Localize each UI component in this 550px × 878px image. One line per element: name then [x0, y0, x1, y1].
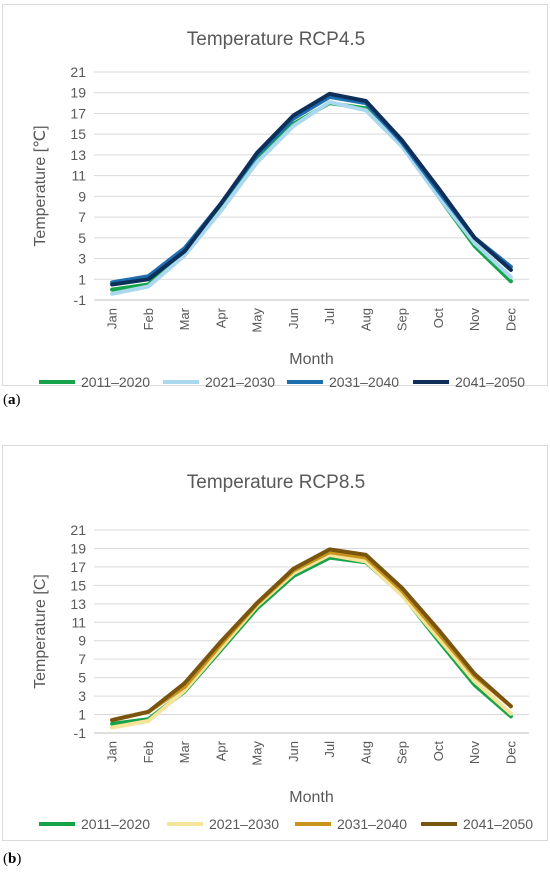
- chart-a-y-tick-label: 19: [70, 85, 86, 101]
- chart-panel-a: Temperature RCP4.5 -1 1 3 5 7 9 11 13 15 17 19 21 Jan…: [2, 4, 548, 387]
- chart-b-x-tick-label: Mar: [177, 740, 192, 763]
- chart-panel-b: Temperature RCP8.5 -1 1 3 5 7 9 11 13 15 17 19 21 Jan…: [2, 445, 548, 841]
- chart-a-y-tick-label: 17: [70, 105, 86, 121]
- chart-a-y-tick-label: 5: [78, 230, 86, 246]
- chart-a-y-tick-label: 7: [78, 209, 86, 225]
- chart-b-x-tick-label: Apr: [213, 740, 228, 761]
- chart-a-y-tick-label: 3: [78, 251, 86, 267]
- chart-a-y-tick-label: 13: [70, 147, 86, 163]
- chart-a-x-tick-label: Mar: [177, 307, 192, 330]
- chart-a-x-tick-label: May: [250, 308, 265, 333]
- chart-b-legend-label-4: 2041–2050: [463, 816, 533, 832]
- chart-b-series-line-4: [110, 547, 513, 723]
- chart-a-x-tick-label: Feb: [141, 308, 156, 330]
- chart-b-y-tick-label: -1: [74, 725, 87, 741]
- chart-a-x-axis-title: Month: [289, 351, 333, 368]
- chart-a-x-tick-label: Jan: [105, 308, 120, 329]
- chart-b-y-tick-label: 19: [70, 540, 86, 556]
- chart-a-x-tick-label: Sep: [395, 308, 410, 331]
- chart-b-x-tick-label: Feb: [141, 741, 156, 763]
- chart-b-y-tick-label: 7: [78, 651, 86, 667]
- chart-b-y-axis-title: Temperature [C]: [32, 574, 49, 689]
- panel-label-b: (b): [3, 851, 22, 867]
- chart-a-y-tick-label: -1: [74, 292, 87, 308]
- chart-b-svg: Temperature RCP8.5-113579111315171921Jan…: [32, 472, 533, 832]
- chart-b-y-tick-label: 5: [78, 670, 86, 686]
- chart-a-y-tick-label: 1: [78, 271, 86, 287]
- chart-b-title: Temperature RCP8.5: [187, 472, 365, 493]
- chart-a-series-line-3: [110, 94, 513, 285]
- chart-b-y-tick-label: 9: [78, 633, 86, 649]
- panel-label-a-text: a: [8, 392, 16, 408]
- chart-a-legend-label-3: 2031–2040: [329, 374, 399, 387]
- chart-b-y-tick-label: 21: [70, 522, 86, 538]
- chart-a-y-axis-title: Temperature [℃]: [32, 125, 49, 246]
- chart-a-legend-label-1: 2011–2020: [81, 374, 150, 387]
- chart-a-y-tick-label: 11: [71, 168, 86, 184]
- chart-b-x-tick-label: Jul: [322, 741, 337, 758]
- chart-a-x-tick-label: Apr: [213, 307, 228, 328]
- chart-b-y-tick-label: 15: [70, 577, 86, 593]
- chart-b-y-tick-label: 11: [71, 614, 86, 630]
- chart-b-series-line-2: [110, 552, 513, 730]
- chart-a-x-tick-label: Oct: [431, 308, 446, 329]
- chart-b-legend-label-2: 2021–2030: [209, 816, 279, 832]
- chart-a-series-line-2: [110, 100, 513, 296]
- chart-a-x-tick-label: Aug: [358, 308, 373, 331]
- chart-a-x-tick-label: Jun: [286, 308, 301, 329]
- chart-a-y-tick-label: 21: [70, 64, 86, 80]
- chart-a-x-tick-label: Jul: [322, 308, 337, 325]
- chart-b-x-tick-label: Oct: [431, 741, 446, 762]
- chart-b-x-tick-label: Nov: [467, 741, 482, 765]
- chart-a-legend-label-4: 2041–2050: [455, 374, 525, 387]
- chart-b-x-tick-label: Jun: [286, 741, 301, 762]
- chart-b-y-tick-label: 17: [70, 559, 86, 575]
- chart-a-series-line-4: [110, 91, 513, 287]
- panel-label-a: (a): [3, 392, 21, 408]
- chart-b-y-tick-label: 13: [70, 596, 86, 612]
- chart-a-x-tick-label: Dec: [503, 308, 518, 332]
- chart-a-y-tick-label: 9: [78, 188, 86, 204]
- chart-a-x-tick-label: Nov: [467, 308, 482, 332]
- chart-b-legend-label-1: 2011–2020: [81, 816, 150, 832]
- chart-b-x-axis-title: Month: [289, 789, 333, 806]
- chart-a-legend-label-2: 2021–2030: [205, 374, 275, 387]
- chart-b-y-tick-label: 1: [78, 707, 86, 723]
- panel-label-b-text: b: [8, 851, 17, 867]
- chart-b-y-tick-label: 3: [78, 688, 86, 704]
- chart-b-x-tick-label: May: [250, 741, 265, 766]
- chart-b-legend-label-3: 2031–2040: [337, 816, 407, 832]
- chart-a-y-tick-label: 15: [70, 126, 86, 142]
- chart-b-x-tick-label: Dec: [503, 741, 518, 765]
- chart-b-x-tick-label: Sep: [395, 741, 410, 764]
- chart-b-x-tick-label: Jan: [105, 741, 120, 762]
- chart-a-svg: Temperature RCP4.5-113579111315171921Jan…: [32, 29, 529, 387]
- chart-b-x-tick-label: Aug: [358, 741, 373, 764]
- chart-a-title: Temperature RCP4.5: [187, 29, 365, 50]
